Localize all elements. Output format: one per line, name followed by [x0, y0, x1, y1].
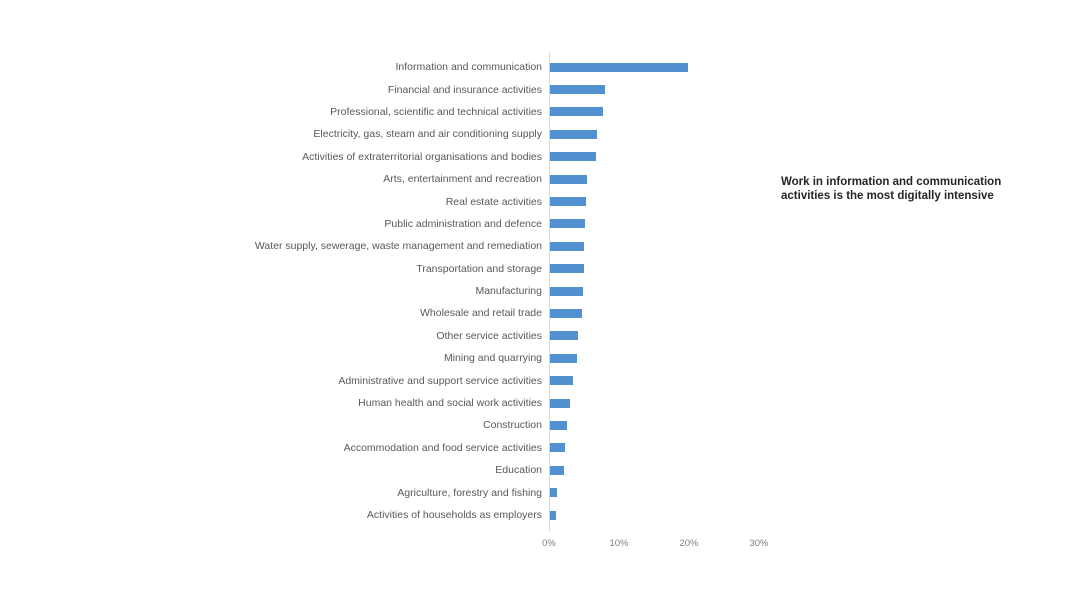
category-label: Electricity, gas, steam and air conditio… [313, 128, 542, 141]
bar [550, 107, 603, 117]
category-label: Accommodation and food service activitie… [343, 441, 542, 454]
bar [550, 62, 688, 72]
category-label: Construction [483, 419, 542, 432]
category-label: Wholesale and retail trade [420, 307, 542, 320]
category-label: Education [495, 464, 542, 477]
bar [550, 331, 578, 341]
x-tick-label: 0% [542, 538, 556, 549]
bar-row: Education [0, 459, 1068, 481]
bar [550, 129, 597, 139]
bar [550, 174, 588, 184]
bar-row: Public administration and defence [0, 213, 1068, 235]
bar [550, 488, 557, 498]
bar-rows: Information and communication Financial a… [0, 56, 1068, 526]
bar [550, 398, 570, 408]
bar [550, 443, 565, 453]
bar [550, 308, 582, 318]
bar-row: Wholesale and retail trade [0, 302, 1068, 324]
category-label: Public administration and defence [384, 217, 542, 230]
bar [550, 264, 585, 274]
bar [550, 353, 578, 363]
x-tick-label: 30% [749, 538, 769, 549]
bar-row: Transportation and storage [0, 258, 1068, 280]
bar-row: Financial and insurance activities [0, 78, 1068, 100]
bar [550, 85, 606, 95]
bar [550, 241, 585, 251]
category-label: Financial and insurance activities [387, 83, 542, 96]
bar [550, 219, 585, 229]
bar [550, 152, 596, 162]
bar-row: Manufacturing [0, 280, 1068, 302]
y-axis-line [549, 52, 550, 531]
bar [550, 510, 557, 520]
category-label: Human health and social work activities [358, 397, 542, 410]
bar-row: Water supply, sewerage, waste management… [0, 235, 1068, 257]
bar [550, 420, 567, 430]
bar-row: Other service activities [0, 325, 1068, 347]
bar-row: Electricity, gas, steam and air conditio… [0, 123, 1068, 145]
category-label: Activities of households as employers [366, 509, 542, 521]
category-label: Water supply, sewerage, waste management… [254, 240, 542, 253]
bar-row: Human health and social work activities [0, 392, 1068, 414]
bar-row: Professional, scientific and technical a… [0, 101, 1068, 123]
category-label: Real estate activities [445, 195, 542, 208]
bar-row: Construction [0, 414, 1068, 436]
bar [550, 197, 586, 207]
category-label: Professional, scientific and technical a… [330, 105, 542, 118]
category-label: Activities of extraterritorial organisat… [302, 150, 542, 163]
bar-row: Agriculture, forestry and fishing [0, 481, 1068, 503]
category-label: Arts, entertainment and recreation [383, 173, 542, 186]
bar [550, 465, 564, 475]
bar-row: Activities of extraterritorial organisat… [0, 146, 1068, 168]
bar-row: Real estate activities [0, 190, 1068, 212]
bar-row: Activities of households as employers [0, 504, 1068, 526]
category-label: Administrative and support service activ… [338, 374, 542, 387]
category-label: Mining and quarrying [443, 352, 542, 365]
category-label: Transportation and storage [416, 262, 542, 275]
bar [550, 286, 583, 296]
bar-row: Administrative and support service activ… [0, 369, 1068, 391]
bar-row: Mining and quarrying [0, 347, 1068, 369]
category-label: Agriculture, forestry and fishing [397, 486, 542, 499]
chart-annotation: Work in information and communication ac… [781, 176, 1002, 202]
category-label: Information and communication [395, 61, 543, 74]
category-label: Other service activities [436, 329, 542, 342]
bar-row: Arts, entertainment and recreation [0, 168, 1068, 190]
bar [550, 376, 574, 386]
bar-row: Information and communication [0, 56, 1068, 78]
x-tick-label: 20% [679, 538, 699, 549]
category-label: Manufacturing [475, 285, 542, 298]
x-tick-label: 10% [609, 538, 629, 549]
bar-row: Accommodation and food service activitie… [0, 437, 1068, 459]
